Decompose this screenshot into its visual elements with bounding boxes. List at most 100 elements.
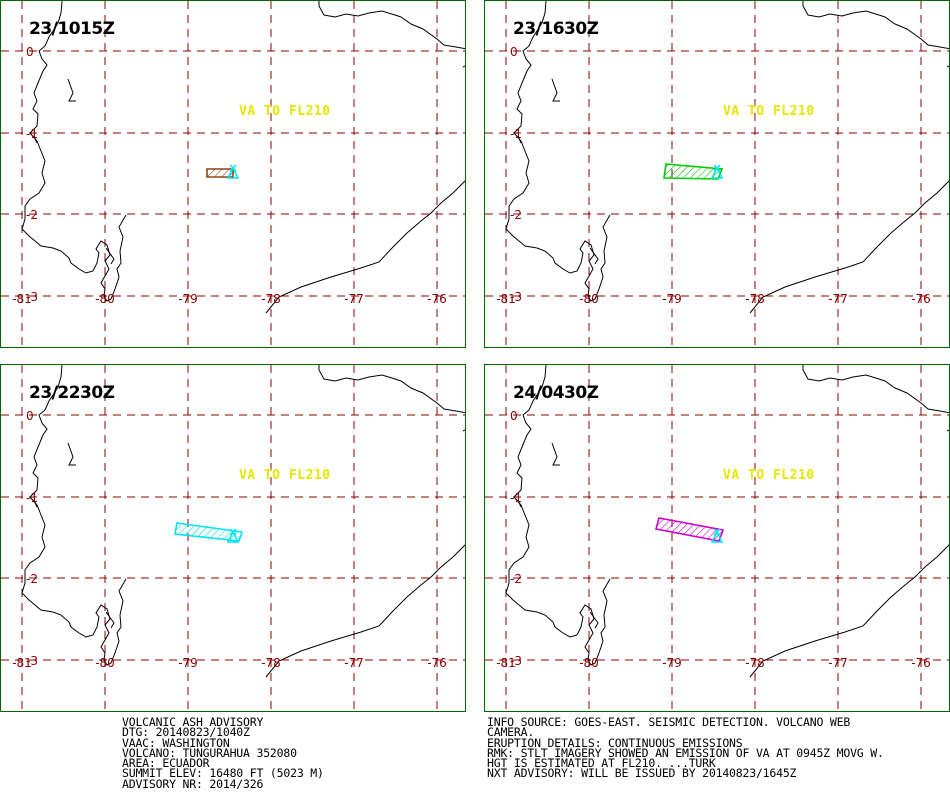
volcano-icon <box>710 166 724 179</box>
lon-label: -77 <box>828 292 848 306</box>
volcano-icon <box>229 528 237 536</box>
coastline <box>749 180 949 314</box>
advisory-line: VAAC: WASHINGTON <box>122 735 230 750</box>
coastline <box>265 180 465 314</box>
coastline <box>33 499 38 508</box>
lon-label: -77 <box>344 656 364 670</box>
advisory-line: NXT ADVISORY: WILL BE ISSUED BY 20140823… <box>487 766 797 781</box>
advisory-line: INFO SOURCE: GOES-EAST. SEISMIC DETECTIO… <box>487 715 851 729</box>
lat-label: -2 <box>510 572 522 586</box>
lon-label: -81 <box>496 292 516 306</box>
lat-label: -1 <box>510 491 522 505</box>
map-canvas-3: 0 -1 -2 -3-81 -80 -79 -78 -77 -76 <box>1 365 465 711</box>
lon-label: -76 <box>911 292 931 306</box>
lat-label: -1 <box>26 127 38 141</box>
coastline <box>21 1 127 302</box>
lon-label: -80 <box>95 656 115 670</box>
lon-label: -78 <box>261 656 281 670</box>
lat-label: -3 <box>510 290 522 304</box>
lon-label: -76 <box>911 656 931 670</box>
coastline <box>946 65 949 68</box>
panel-time-3: 23/2230Z <box>29 383 115 403</box>
va-label-2: VA TO FL210 <box>723 104 815 119</box>
lon-label: -78 <box>745 292 765 306</box>
ash-cloud-polygon <box>174 522 244 542</box>
advisory-line: HGT IS ESTIMATED AT FL210. ...TURK <box>487 756 716 771</box>
lat-label: -3 <box>26 654 38 668</box>
coastline <box>462 429 465 432</box>
lat-label: -2 <box>26 208 38 222</box>
lat-label: 0 <box>510 409 518 423</box>
advisory-line: VOLCANIC ASH ADVISORY <box>122 715 264 729</box>
advisory-line: SUMMIT ELEV: 16480 FT (5023 M) <box>122 766 324 781</box>
coastline <box>505 1 611 302</box>
lat-label: -3 <box>26 290 38 304</box>
lon-label: -81 <box>12 292 32 306</box>
va-label-4: VA TO FL210 <box>723 468 815 483</box>
lon-label: -79 <box>178 292 198 306</box>
advisory-left: VOLCANIC ASH ADVISORY DTG: 20140823/1040… <box>122 715 324 791</box>
volcano-icon <box>229 164 237 172</box>
coastline <box>318 1 465 50</box>
va-label-1: VA TO FL210 <box>239 104 331 119</box>
lon-label: -76 <box>427 292 447 306</box>
panel-time-2: 23/1630Z <box>513 19 599 39</box>
lon-label: -76 <box>427 656 447 670</box>
coastline <box>802 1 949 50</box>
map-panel-4: 0 -1 -2 -3 -81 -80 -79 -78 -77 -76 24/0430Z VA TO… <box>484 364 950 712</box>
lon-label: -81 <box>12 656 32 670</box>
map-panel-1: 0 -1 -2 -3 -81 -80 -79 -78 -77 -76 23/1015Z VA TO… <box>0 0 466 348</box>
advisory-right: INFO SOURCE: GOES-EAST. SEISMIC DETECTIO… <box>487 715 884 781</box>
lon-label: -79 <box>178 656 198 670</box>
lat-label: -2 <box>26 572 38 586</box>
lon-label: -78 <box>745 656 765 670</box>
lat-label: -3 <box>510 654 522 668</box>
coastline <box>105 247 115 265</box>
advisory-line: DTG: 20140823/1040Z <box>122 725 250 740</box>
coastline <box>589 247 599 265</box>
coastline <box>802 365 949 414</box>
lon-label: -79 <box>662 292 682 306</box>
map-panel-3: 0 -1 -2 -3 -81 -80 -79 -78 -77 -76 23/2230Z VA TO… <box>0 364 466 712</box>
lat-label: -2 <box>510 208 522 222</box>
advisory-line: ADVISORY NR: 2014/326 <box>122 776 264 791</box>
volcano-icon <box>226 166 240 179</box>
ash-cloud-polygon <box>206 168 234 178</box>
coastline <box>505 365 611 666</box>
advisory-line: ERUPTION DETAILS: CONTINUOUS EMISSIONS <box>487 735 743 750</box>
advisory-line: RMK: STLT IMAGERY SHOWED AN EMISSION OF … <box>487 745 884 760</box>
volcano-icon <box>713 528 721 536</box>
lon-label: -77 <box>828 656 848 670</box>
lat-label: -1 <box>510 127 522 141</box>
coastline <box>265 544 465 678</box>
coastline <box>517 499 522 508</box>
advisory-line: CAMERA. <box>487 725 535 740</box>
coastline <box>33 135 38 144</box>
coastline <box>67 442 76 466</box>
map-canvas-4: 0 -1 -2 -3-81 -80 -79 -78 -77 -76 <box>485 365 949 711</box>
advisory-line: VOLCANO: TUNGURAHUA 352080 <box>122 745 297 760</box>
lon-label: -81 <box>496 656 516 670</box>
lon-label: -80 <box>95 292 115 306</box>
coastline <box>589 611 599 629</box>
coastline <box>946 429 949 432</box>
volcano-icon <box>710 530 724 543</box>
lon-label: -78 <box>261 292 281 306</box>
coastline <box>517 135 522 144</box>
coastline <box>462 65 465 68</box>
map-canvas-2: 0 -1 -2 -3-81 -80 -79 -78 -77 -76 <box>485 1 949 347</box>
lon-label: -80 <box>579 292 599 306</box>
coastline <box>551 442 560 466</box>
lon-label: -79 <box>662 656 682 670</box>
coastline <box>318 365 465 414</box>
panel-time-1: 23/1015Z <box>29 19 115 39</box>
lon-label: -77 <box>344 292 364 306</box>
lat-label: -1 <box>26 491 38 505</box>
volcano-icon <box>226 530 240 543</box>
coastline <box>551 78 560 102</box>
lat-label: 0 <box>26 409 34 423</box>
map-canvas-1: 0 -1 -2 -3-81 -80 -79 -78 -77 -76 <box>1 1 465 347</box>
ash-cloud-polygon <box>663 163 724 180</box>
map-panel-2: 0 -1 -2 -3 -81 -80 -79 -78 -77 -76 23/1630Z VA TO… <box>484 0 950 348</box>
lat-label: 0 <box>510 45 518 59</box>
